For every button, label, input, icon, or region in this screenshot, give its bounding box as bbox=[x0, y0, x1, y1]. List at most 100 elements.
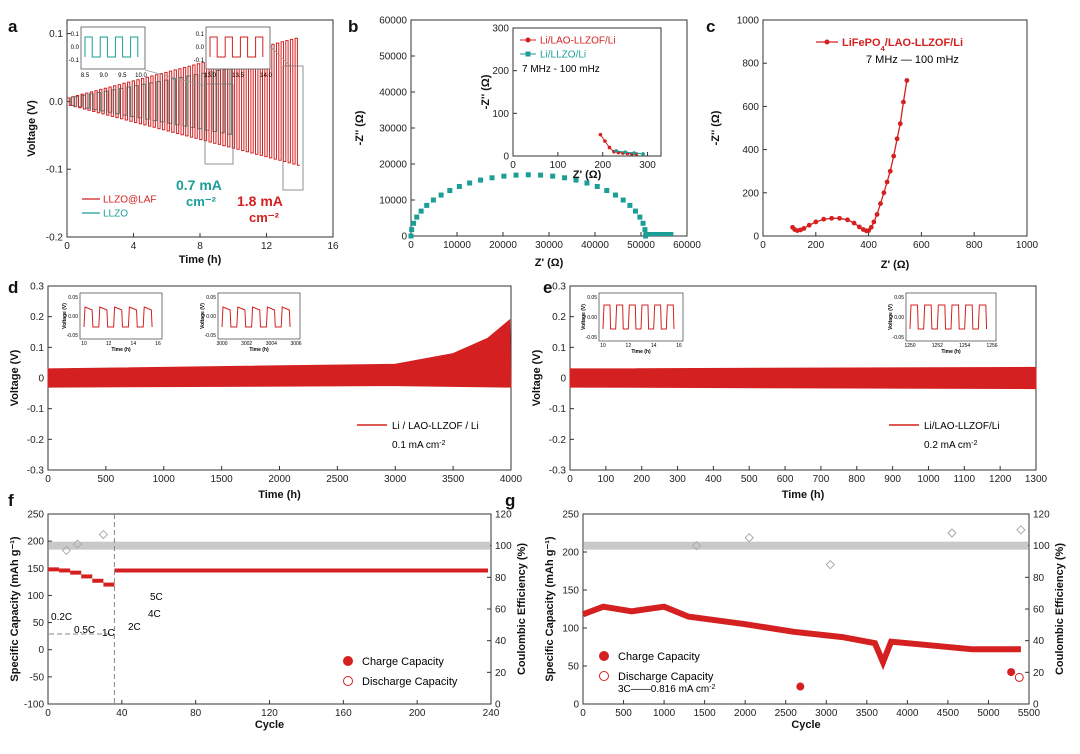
x-tick-label: 500 bbox=[615, 708, 632, 719]
data-point bbox=[640, 220, 646, 226]
y2-tick-label: 80 bbox=[1033, 573, 1045, 584]
x-tick-label: 50000 bbox=[627, 240, 655, 251]
panel-b: b0 10000 20000 30000 40000 50000 6000001000020… bbox=[348, 16, 701, 270]
y-tick-label: 50 bbox=[33, 618, 45, 629]
legend-current: 0.2 mA cm-2 bbox=[924, 440, 978, 452]
inset-y-tick-label: 0.00 bbox=[68, 314, 78, 320]
inset-x-axis-label: Time (h) bbox=[631, 349, 651, 355]
rate-label: 0.2C bbox=[51, 612, 72, 623]
inset-x-axis-label: Time (h) bbox=[941, 349, 961, 355]
y-tick-label: 0 bbox=[401, 232, 407, 243]
panel-label: e bbox=[543, 278, 552, 297]
y-tick-label: 20000 bbox=[379, 160, 407, 171]
data-point bbox=[550, 173, 556, 179]
y-tick-label: 0 bbox=[503, 152, 509, 163]
coulombic-efficiency-band bbox=[584, 541, 1028, 550]
inset-y-tick-label: 0.1 bbox=[71, 32, 80, 38]
inset-y-tick-label: -0.05 bbox=[893, 335, 905, 341]
x-tick-label: 40 bbox=[116, 708, 128, 719]
inset-frame bbox=[79, 292, 163, 340]
data-point bbox=[414, 214, 420, 220]
data-point bbox=[430, 197, 436, 203]
x-tick-label: 8 bbox=[197, 241, 203, 252]
x-tick-label: 900 bbox=[884, 474, 901, 485]
inset-x-axis-label: Z' (Ω) bbox=[573, 169, 602, 181]
y2-axis-label: Coulombic Efficiency (%) bbox=[1054, 543, 1066, 675]
inset-x-tick-label: 9.5 bbox=[118, 73, 127, 79]
inset-y-tick-label: 0.05 bbox=[68, 295, 78, 301]
y-tick-label: 0 bbox=[753, 232, 759, 243]
panel-label: b bbox=[348, 17, 358, 36]
y2-tick-label: 80 bbox=[495, 573, 507, 584]
y-tick-label: -0.1 bbox=[27, 404, 45, 415]
y-tick-label: 0.1 bbox=[552, 343, 566, 354]
x-tick-label: 600 bbox=[913, 240, 930, 251]
inset-frame bbox=[205, 26, 271, 70]
inset-trace bbox=[221, 306, 291, 328]
legend-marker bbox=[599, 651, 609, 661]
x-tick-label: 1500 bbox=[211, 474, 234, 485]
legend-label: Li/LAO-LLZOF/Li bbox=[924, 421, 1000, 432]
ce-outlier bbox=[744, 533, 754, 543]
legend-label: Discharge Capacity bbox=[362, 676, 458, 688]
x-axis-label: Cycle bbox=[255, 719, 284, 731]
x-tick-label: 1000 bbox=[153, 474, 176, 485]
x-tick-label: 4000 bbox=[896, 708, 919, 719]
inset-trace bbox=[602, 304, 675, 330]
rate-label: 4C bbox=[148, 609, 161, 620]
inset-x-tick-label: 16 bbox=[155, 341, 161, 347]
y-tick-label: -0.1 bbox=[46, 165, 64, 176]
data-point bbox=[632, 208, 638, 214]
data-point bbox=[456, 183, 462, 189]
inset-trace bbox=[209, 36, 264, 58]
panel-label: d bbox=[8, 278, 18, 297]
x-tick-label: 240 bbox=[483, 708, 500, 719]
data-point bbox=[478, 177, 484, 183]
y2-tick-label: 100 bbox=[495, 541, 512, 552]
inset-y-axis-label: Voltage (V) bbox=[200, 303, 206, 329]
y2-tick-label: 100 bbox=[1033, 541, 1050, 552]
plot-frame bbox=[512, 27, 662, 157]
inset-trace bbox=[600, 134, 637, 155]
inset-y-tick-label: 0.00 bbox=[894, 315, 904, 321]
x-tick-label: 1500 bbox=[694, 708, 717, 719]
data-point bbox=[573, 177, 579, 183]
inset-y-tick-label: -0.05 bbox=[586, 335, 598, 341]
x-tick-label: 1000 bbox=[1016, 240, 1039, 251]
zoom-box bbox=[282, 65, 304, 191]
data-point bbox=[604, 188, 610, 194]
inset-x-axis-label: Time (h) bbox=[249, 347, 269, 353]
x-tick-label: 2000 bbox=[734, 708, 757, 719]
rate-label: 2C bbox=[128, 622, 141, 633]
y-tick-label: -0.1 bbox=[549, 404, 567, 415]
x-tick-label: 400 bbox=[705, 474, 722, 485]
data-point bbox=[489, 175, 495, 181]
data-point bbox=[584, 180, 590, 186]
y-axis-label: -Z'' (Ω) bbox=[354, 110, 366, 145]
data-point bbox=[408, 233, 414, 239]
legend-label: Charge Capacity bbox=[618, 651, 700, 663]
y-tick-label: 200 bbox=[27, 537, 44, 548]
inset-x-tick-label: 12 bbox=[626, 343, 632, 349]
panel-g: g0 500 1000 1500 2000 2500 3000 3500 4000 4500 500… bbox=[505, 491, 1066, 731]
legend-label: LiFePO4/LAO-LLZOF/Li bbox=[842, 37, 963, 53]
inset-frame bbox=[80, 26, 146, 70]
x-tick-label: 2500 bbox=[775, 708, 798, 719]
y2-tick-label: 20 bbox=[495, 668, 507, 679]
capacity-outlier bbox=[1007, 668, 1016, 677]
y-tick-label: 250 bbox=[27, 510, 44, 521]
y2-tick-label: 120 bbox=[495, 510, 512, 521]
y-tick-label: 0.3 bbox=[30, 282, 44, 293]
legend-marker bbox=[599, 671, 609, 681]
inset-y-tick-label: -0.05 bbox=[205, 333, 217, 339]
y-axis-label: Voltage (V) bbox=[9, 349, 21, 406]
panel-a: a 0 4 8 12 16 -0.2 -0.1 0.0 0.1 Time (h) Voltage (V… bbox=[8, 17, 339, 266]
x-tick-label: 5500 bbox=[1018, 708, 1041, 719]
y-tick-label: -50 bbox=[30, 672, 45, 683]
x-tick-label: 2500 bbox=[326, 474, 349, 485]
rate-text: 3C——0.816 mA cm-2 bbox=[618, 684, 715, 696]
y-tick-label: 1000 bbox=[737, 16, 760, 27]
data-point bbox=[411, 220, 417, 226]
y-tick-label: 0 bbox=[38, 645, 44, 656]
